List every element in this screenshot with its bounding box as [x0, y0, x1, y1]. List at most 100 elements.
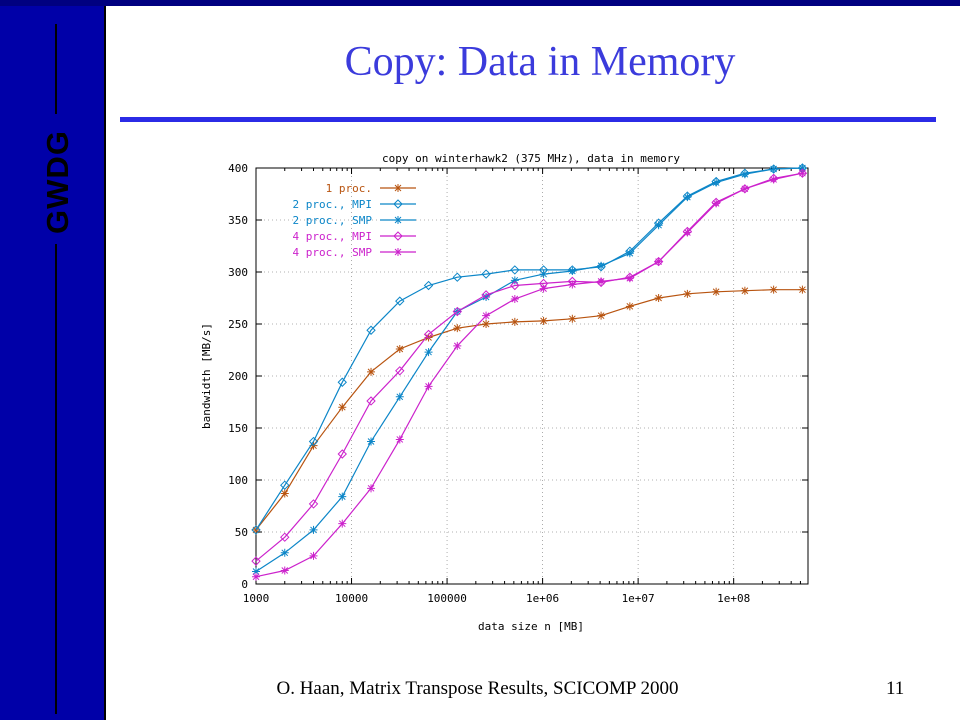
grid	[256, 168, 808, 584]
data-point	[395, 366, 405, 376]
x-tick-label: 1000	[243, 592, 270, 605]
legend-label: 4 proc., SMP	[293, 246, 373, 259]
data-point	[712, 287, 721, 296]
data-point	[625, 302, 634, 311]
data-point	[568, 314, 577, 323]
data-point	[423, 280, 434, 291]
data-point	[798, 285, 807, 294]
x-tick-label: 1e+08	[717, 592, 750, 605]
legend-marker	[393, 199, 403, 209]
data-point	[712, 178, 721, 187]
legend-label: 2 proc., MPI	[293, 198, 372, 211]
y-tick-label: 350	[228, 214, 248, 227]
data-point	[366, 325, 376, 335]
data-point	[683, 193, 692, 202]
data-point	[769, 285, 778, 294]
data-point	[337, 449, 347, 459]
series-1	[252, 285, 807, 534]
data-point	[597, 311, 606, 320]
data-point	[481, 269, 491, 279]
data-point	[654, 257, 663, 266]
data-point	[423, 329, 434, 340]
y-tick-label: 50	[235, 526, 248, 539]
legend: 1 proc. 2 proc., MPI 2 proc., SMP 4 proc., …	[293, 182, 416, 259]
data-point	[625, 249, 634, 258]
legend-label: 4 proc., MPI	[293, 230, 372, 243]
data-point	[308, 436, 319, 447]
data-point	[338, 403, 347, 412]
data-point	[251, 556, 261, 566]
data-point	[309, 551, 318, 560]
data-point	[740, 286, 749, 295]
y-tick-label: 300	[228, 266, 248, 279]
data-point	[769, 165, 778, 174]
bandwidth-chart: copy on winterhawk2 (375 MHz), data in m…	[200, 152, 809, 633]
data-point	[568, 266, 577, 275]
data-point	[367, 367, 376, 376]
data-point	[280, 548, 289, 557]
data-point	[366, 396, 376, 406]
series-line	[255, 289, 803, 531]
y-tick-label: 0	[241, 578, 248, 591]
x-tick-label: 100000	[427, 592, 467, 605]
data-point	[367, 484, 376, 493]
data-point	[568, 280, 577, 289]
data-point	[337, 377, 347, 387]
title-rule	[120, 117, 936, 122]
data-point	[251, 525, 261, 535]
data-point	[510, 265, 520, 275]
page-number: 11	[886, 678, 905, 699]
data-point	[482, 320, 491, 328]
legend-marker	[394, 216, 402, 224]
data-point	[280, 489, 289, 498]
axes: 1000 10000 100000 1e+06 1e+07 1e+08 0 50 100 150 2…	[228, 162, 809, 605]
data-point	[539, 316, 548, 325]
data-point	[654, 221, 663, 230]
y-tick-label: 200	[228, 370, 248, 383]
data-point	[280, 532, 290, 542]
data-point	[453, 341, 462, 350]
data-point	[740, 184, 749, 193]
data-point	[481, 290, 491, 300]
data-point	[395, 344, 404, 353]
data-point	[625, 274, 634, 283]
data-point	[252, 572, 260, 581]
y-tick-label: 250	[228, 318, 248, 331]
data-point	[452, 272, 463, 282]
data-point	[395, 435, 404, 444]
legend-label: 2 proc., SMP	[293, 214, 373, 227]
slide-title: Copy: Data in Memory	[344, 39, 736, 85]
x-tick-label: 1e+07	[622, 592, 655, 605]
data-point	[510, 317, 519, 326]
data-point	[367, 437, 376, 446]
data-point	[769, 175, 778, 184]
data-point	[308, 499, 319, 509]
data-point	[482, 311, 491, 320]
logo-text: GWDG	[40, 130, 75, 234]
data-point	[424, 382, 433, 391]
footer-text: O. Haan, Matrix Transpose Results, SCICO…	[276, 678, 679, 699]
data-point	[510, 280, 520, 291]
data-point	[798, 164, 807, 172]
y-tick-label: 100	[228, 474, 248, 487]
data-point	[338, 519, 347, 528]
legend-marker	[394, 248, 402, 256]
legend-marker	[394, 184, 402, 192]
y-tick-label: 150	[228, 422, 248, 435]
data-point	[252, 567, 260, 576]
data-point	[395, 296, 405, 306]
data-point	[653, 256, 664, 267]
data-point	[453, 324, 462, 333]
data-point	[309, 525, 318, 534]
series-group	[251, 163, 808, 581]
series-line	[255, 172, 803, 562]
data-point	[395, 392, 404, 401]
sidebar-line	[55, 244, 57, 714]
data-point	[510, 276, 519, 285]
series-line	[255, 167, 803, 573]
data-point	[597, 277, 606, 286]
data-point	[280, 566, 289, 575]
data-point	[654, 294, 663, 302]
data-point	[539, 284, 548, 293]
legend-marker	[393, 231, 403, 241]
